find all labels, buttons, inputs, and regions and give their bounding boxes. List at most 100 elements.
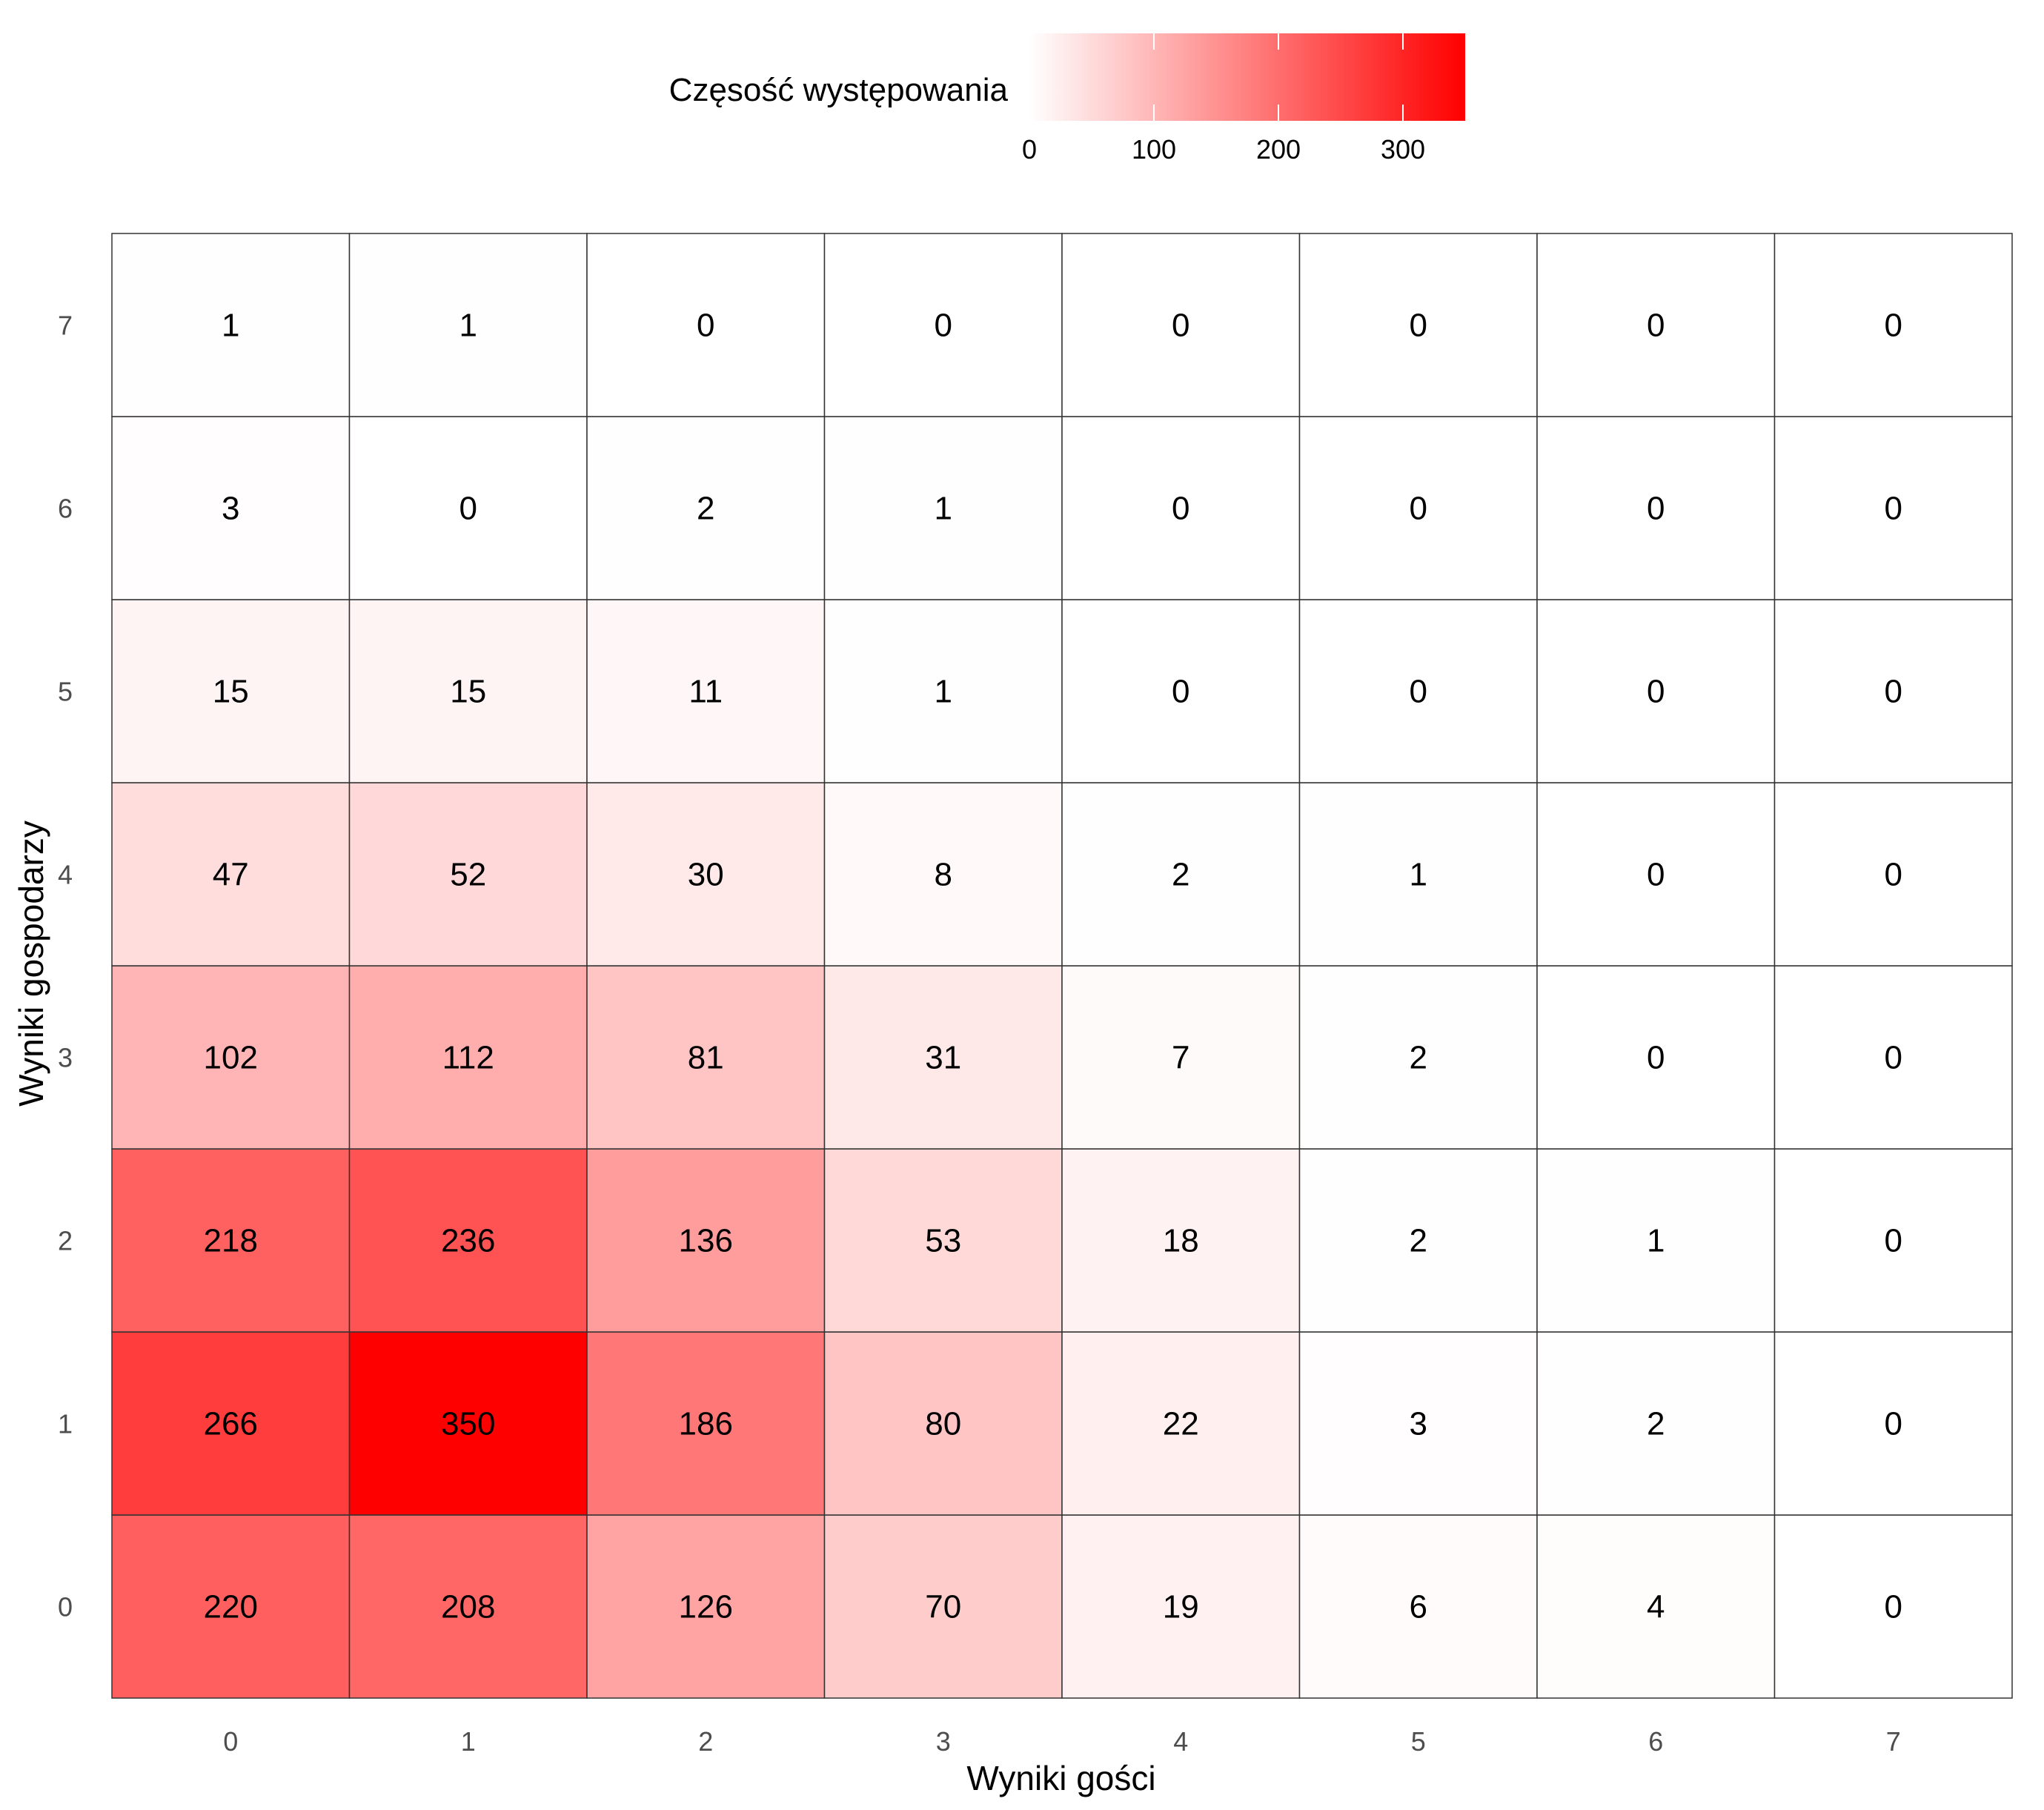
x-tick-label: 3 bbox=[936, 1726, 951, 1757]
cell-value-label: 2 bbox=[1410, 1040, 1427, 1076]
heatmap-cell bbox=[348, 416, 588, 600]
cell-value-label: 0 bbox=[1885, 857, 1902, 893]
y-tick-label: 7 bbox=[58, 311, 73, 341]
cell-value-label: 0 bbox=[1647, 857, 1665, 893]
y-axis-title: Wyniki gospodarzy bbox=[12, 821, 50, 1107]
cell-value-label: 0 bbox=[1885, 308, 1902, 344]
x-tick-label: 7 bbox=[1886, 1726, 1901, 1757]
heatmap-cell bbox=[1061, 1148, 1301, 1333]
cell-value-label: 81 bbox=[688, 1040, 724, 1076]
cell-value-label: 0 bbox=[1885, 674, 1902, 710]
cell-value-label: 7 bbox=[1172, 1040, 1189, 1076]
heatmap-cell bbox=[823, 599, 1063, 783]
heatmap-cell bbox=[823, 416, 1063, 600]
cell-value-label: 80 bbox=[925, 1406, 961, 1442]
heatmap-cell bbox=[823, 965, 1063, 1150]
y-tick-label: 2 bbox=[58, 1226, 73, 1256]
heatmap-cell bbox=[586, 965, 826, 1150]
cell-value-label: 3 bbox=[222, 491, 239, 527]
heatmap-cell bbox=[1773, 233, 2013, 417]
cell-value-label: 1 bbox=[222, 308, 239, 344]
heatmap-cell bbox=[1536, 233, 1776, 417]
heatmap-cell bbox=[586, 1148, 826, 1333]
cell-value-label: 70 bbox=[925, 1589, 961, 1625]
heatmap-cell bbox=[348, 1331, 588, 1516]
heatmap-cell bbox=[111, 782, 351, 967]
cell-value-label: 47 bbox=[213, 857, 249, 893]
heatmap-cell bbox=[1773, 599, 2013, 783]
heatmap-cell bbox=[348, 965, 588, 1150]
cell-value-label: 0 bbox=[1410, 308, 1427, 344]
y-tick-label: 0 bbox=[58, 1592, 73, 1622]
y-tick-label: 3 bbox=[58, 1043, 73, 1073]
heatmap-cell bbox=[1536, 1331, 1776, 1516]
cell-value-label: 0 bbox=[1647, 1040, 1665, 1076]
heatmap-cell bbox=[1536, 965, 1776, 1150]
cell-value-label: 112 bbox=[442, 1040, 494, 1076]
heatmap-cell bbox=[111, 416, 351, 600]
cell-value-label: 11 bbox=[688, 674, 723, 710]
heatmap-cell bbox=[111, 233, 351, 417]
heatmap-cell bbox=[823, 233, 1063, 417]
heatmap-cell bbox=[1536, 782, 1776, 967]
cell-value-label: 15 bbox=[450, 674, 486, 710]
legend-tick-label: 0 bbox=[1022, 134, 1037, 165]
heatmap-cell bbox=[823, 1514, 1063, 1699]
cell-value-label: 19 bbox=[1163, 1589, 1199, 1625]
heatmap-cell bbox=[1298, 1514, 1538, 1699]
cell-value-label: 1 bbox=[1410, 857, 1427, 893]
cell-value-label: 266 bbox=[204, 1406, 258, 1442]
heatmap-cell bbox=[586, 1331, 826, 1516]
cell-value-label: 2 bbox=[1647, 1406, 1665, 1442]
heatmap-cell bbox=[1536, 1148, 1776, 1333]
legend-tick-label: 100 bbox=[1132, 134, 1176, 165]
heatmap-cell bbox=[111, 1514, 351, 1699]
heatmap-cell bbox=[1773, 416, 2013, 600]
cell-value-label: 126 bbox=[679, 1589, 733, 1625]
x-tick-label: 5 bbox=[1411, 1726, 1426, 1757]
cell-value-label: 0 bbox=[935, 308, 952, 344]
cell-value-label: 0 bbox=[1885, 1040, 1902, 1076]
color-legend: Częsość występowania 0 100 200 300 bbox=[669, 33, 1465, 165]
x-tick-label: 1 bbox=[461, 1726, 476, 1757]
cell-value-label: 15 bbox=[213, 674, 249, 710]
cell-value-label: 350 bbox=[441, 1406, 495, 1442]
cell-value-label: 0 bbox=[1172, 674, 1189, 710]
y-tick-label: 4 bbox=[58, 860, 73, 890]
heatmap-cell bbox=[1773, 1148, 2013, 1333]
cell-value-label: 2 bbox=[1172, 857, 1189, 893]
heatmap-cell bbox=[1298, 233, 1538, 417]
cell-value-label: 4 bbox=[1647, 1589, 1665, 1625]
heatmap-cell bbox=[1298, 782, 1538, 967]
cell-value-label: 236 bbox=[441, 1223, 495, 1259]
heatmap-cell bbox=[1298, 1148, 1538, 1333]
heatmap-cell bbox=[1773, 1331, 2013, 1516]
cell-value-label: 0 bbox=[1885, 1406, 1902, 1442]
cell-value-label: 52 bbox=[450, 857, 486, 893]
cell-value-label: 1 bbox=[935, 491, 952, 527]
cell-value-label: 186 bbox=[679, 1406, 733, 1442]
heatmap-cell bbox=[1298, 599, 1538, 783]
cell-value-label: 0 bbox=[1172, 491, 1189, 527]
y-tick-label: 1 bbox=[58, 1409, 73, 1439]
cell-value-label: 30 bbox=[688, 857, 724, 893]
heatmap-cell bbox=[111, 1148, 351, 1333]
heatmap-cell bbox=[1773, 1514, 2013, 1699]
legend-title: Częsość występowania bbox=[669, 72, 1009, 108]
cell-value-label: 3 bbox=[1410, 1406, 1427, 1442]
legend-ticks: 0 100 200 300 bbox=[1022, 33, 1425, 165]
cell-value-label: 0 bbox=[1410, 491, 1427, 527]
heatmap-cell bbox=[1298, 416, 1538, 600]
heatmap-cell bbox=[348, 233, 588, 417]
cell-value-label: 0 bbox=[1647, 308, 1665, 344]
x-tick-label: 0 bbox=[223, 1726, 238, 1757]
cell-value-label: 220 bbox=[204, 1589, 258, 1625]
heatmap-cell bbox=[1773, 782, 2013, 967]
cell-value-label: 0 bbox=[1885, 1223, 1902, 1259]
heatmap-cell bbox=[348, 1514, 588, 1699]
cell-value-label: 0 bbox=[459, 491, 477, 527]
cell-value-label: 0 bbox=[1410, 674, 1427, 710]
